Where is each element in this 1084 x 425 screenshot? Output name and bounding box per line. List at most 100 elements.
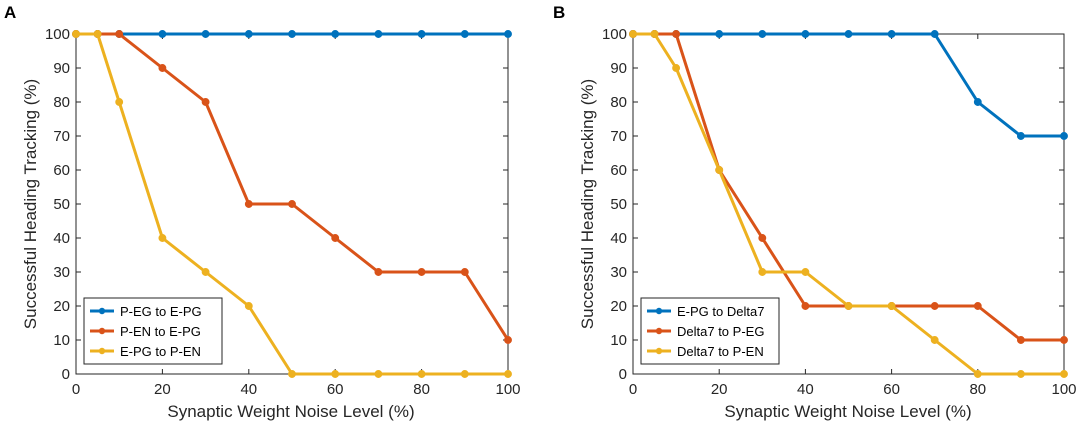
series-line-2	[633, 32, 1064, 342]
legend-entry: E-PG to Delta7	[677, 304, 764, 319]
legend-entry: P-EN to E-PG	[120, 324, 201, 339]
x-tick-label: 80	[969, 381, 986, 398]
data-point	[504, 370, 512, 378]
data-point	[1016, 132, 1025, 140]
data-point	[1060, 370, 1068, 378]
data-point	[973, 370, 982, 378]
data-point	[504, 30, 512, 38]
y-tick-label: 80	[53, 94, 70, 111]
legend-swatch-marker	[655, 307, 663, 315]
y-tick-label: 20	[53, 298, 70, 315]
data-point	[1060, 336, 1068, 344]
data-point	[417, 268, 426, 276]
y-axis-label: Successful Heading Tracking (%)	[21, 79, 40, 329]
data-point	[758, 268, 767, 276]
y-tick-label: 60	[610, 162, 627, 179]
legend-entry: E-PG to P-EN	[120, 344, 201, 359]
data-point	[331, 370, 340, 378]
data-point	[93, 30, 102, 38]
y-tick-label: 70	[53, 128, 70, 145]
y-tick-label: 50	[53, 196, 70, 213]
y-tick-label: 30	[610, 264, 627, 281]
x-tick-label: 40	[797, 381, 814, 398]
x-tick-label: 40	[240, 381, 257, 398]
x-tick-label: 100	[1051, 381, 1076, 398]
data-point	[244, 30, 253, 38]
x-tick-label: 20	[711, 381, 728, 398]
data-point	[460, 30, 469, 38]
data-point	[288, 200, 296, 208]
y-tick-label: 10	[610, 332, 627, 349]
legend-swatch-marker	[655, 327, 663, 335]
data-point	[288, 30, 296, 38]
data-point	[973, 98, 982, 106]
y-tick-label: 100	[45, 26, 70, 43]
data-point	[629, 30, 637, 38]
panel-a: A Successful Heading Tracking (%) Synapt…	[4, 3, 521, 421]
data-point	[1060, 132, 1068, 140]
x-tick-label: 20	[154, 381, 171, 398]
data-point	[374, 370, 383, 378]
data-point	[331, 234, 340, 242]
x-tick-label: 60	[327, 381, 344, 398]
y-tick-label: 90	[610, 60, 627, 77]
x-tick-label: 0	[72, 381, 80, 398]
data-point	[244, 200, 253, 208]
data-point	[887, 302, 896, 310]
data-point	[715, 30, 724, 38]
y-tick-label: 20	[610, 298, 627, 315]
data-point	[1016, 370, 1025, 378]
data-point	[844, 302, 853, 310]
y-tick-label: 40	[610, 230, 627, 247]
data-point	[930, 336, 939, 344]
data-point	[460, 268, 469, 276]
y-tick-label: 50	[610, 196, 627, 213]
data-point	[158, 234, 167, 242]
data-point	[650, 30, 659, 38]
data-point	[244, 302, 253, 310]
x-axis-label: Synaptic Weight Noise Level (%)	[167, 402, 414, 421]
x-tick-label: 0	[629, 381, 637, 398]
data-point	[331, 30, 340, 38]
data-point	[801, 302, 810, 310]
data-point	[801, 30, 810, 38]
data-point	[672, 64, 681, 72]
data-point	[417, 30, 426, 38]
data-point	[417, 370, 426, 378]
y-tick-label: 10	[53, 332, 70, 349]
data-point	[374, 268, 383, 276]
data-point	[115, 98, 124, 106]
data-point	[887, 30, 896, 38]
series-line-3	[633, 32, 1064, 376]
legend-swatch-marker	[98, 347, 106, 355]
y-tick-label: 70	[610, 128, 627, 145]
series-line-3	[76, 32, 508, 376]
data-point	[201, 98, 210, 106]
data-point	[460, 370, 469, 378]
y-tick-label: 60	[53, 162, 70, 179]
data-point	[201, 268, 210, 276]
data-point	[158, 64, 167, 72]
data-point	[844, 30, 853, 38]
x-tick-label: 80	[413, 381, 430, 398]
y-tick-label: 40	[53, 230, 70, 247]
data-point	[374, 30, 383, 38]
y-tick-label: 0	[62, 366, 70, 383]
data-point	[672, 30, 681, 38]
panel-label: B	[553, 3, 565, 22]
legend: E-PG to Delta7 Delta7 to P-EG Delta7 to P-…	[640, 297, 780, 365]
legend-entry: Delta7 to P-EN	[677, 344, 764, 359]
data-point	[758, 234, 767, 242]
data-point	[758, 30, 767, 38]
y-tick-label: 30	[53, 264, 70, 281]
data-point	[72, 30, 80, 38]
data-point	[158, 30, 167, 38]
data-point	[930, 302, 939, 310]
legend-entry: Delta7 to P-EG	[677, 324, 764, 339]
data-point	[715, 166, 724, 174]
data-point	[288, 370, 296, 378]
data-point	[801, 268, 810, 276]
y-tick-label: 80	[610, 94, 627, 111]
data-point	[201, 30, 210, 38]
x-tick-label: 100	[495, 381, 520, 398]
